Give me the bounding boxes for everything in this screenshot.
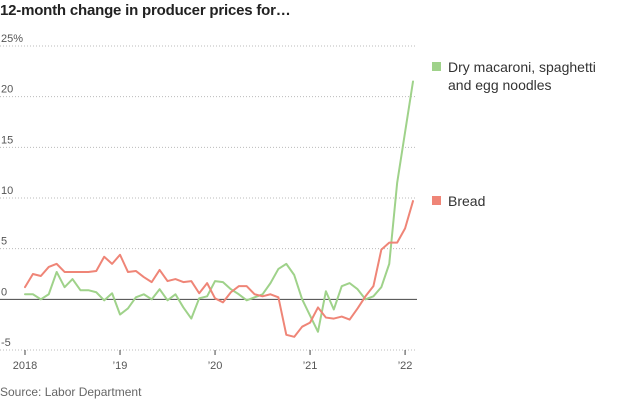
series-lines — [24, 80, 414, 338]
x-tick-label: ’22 — [398, 360, 413, 372]
x-axis-ticks: 2018 ’19 ’20 ’21 ’22 — [13, 350, 413, 372]
y-tick-label: 15 — [1, 134, 13, 146]
y-tick-label: 5 — [1, 236, 7, 248]
y-tick-label: 0 — [1, 286, 7, 298]
gridlines — [0, 45, 417, 351]
chart-title: 12-month change in producer prices for… — [0, 2, 291, 19]
legend-swatch — [432, 62, 441, 71]
legend-label: and egg noodles — [448, 77, 552, 93]
series-line-macaroni — [24, 80, 414, 333]
y-tick-label: -5 — [1, 337, 11, 349]
y-tick-label: 20 — [1, 84, 13, 96]
x-tick-label: ’19 — [113, 360, 128, 372]
y-axis-ticks: -5 0 5 10 15 20 25% — [1, 33, 23, 349]
y-tick-label: 25% — [1, 33, 23, 45]
x-tick-label: ’21 — [303, 360, 318, 372]
y-tick-label: 10 — [1, 185, 13, 197]
series-line-bread — [24, 200, 414, 338]
legend-label: Bread — [448, 193, 485, 209]
x-tick-label: ’20 — [208, 360, 223, 372]
legend: Dry macaroni, spaghetti and egg noodles Br… — [432, 59, 596, 209]
source-note: Source: Labor Department — [0, 385, 142, 399]
x-tick-label: 2018 — [13, 360, 37, 372]
legend-swatch — [432, 196, 441, 205]
legend-label: Dry macaroni, spaghetti — [448, 59, 596, 75]
